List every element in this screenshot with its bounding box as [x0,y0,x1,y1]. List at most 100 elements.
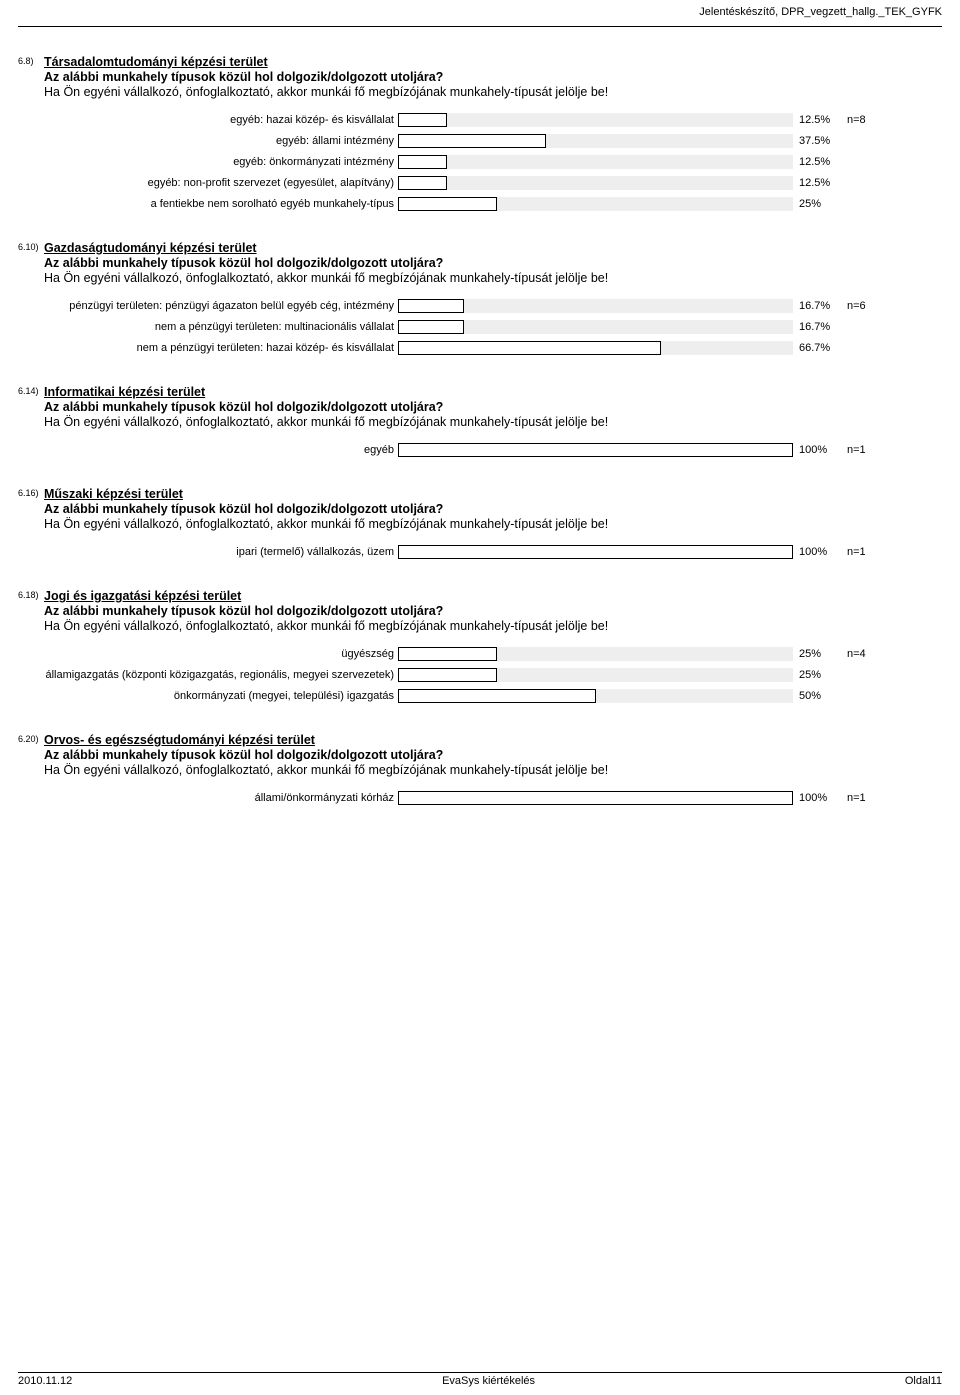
section-body: Társadalomtudományi képzési területAz al… [44,55,942,99]
question-number: 6.10) [18,241,44,285]
page-footer: 2010.11.12 EvaSys kiértékelés Oldal11 [18,1372,942,1387]
bar-row: nem a pénzügyi területen: multinacionáli… [18,318,893,336]
bar-label: egyéb: önkormányzati intézmény [18,156,398,168]
sections-container: 6.8)Társadalomtudományi képzési területA… [18,55,942,807]
header-rule [18,26,942,27]
bars-group: ügyészség 25%n=4 államigazgatás (központi … [18,645,893,705]
bar-fill [398,113,447,127]
bar-track [398,134,793,148]
bar-fill [398,545,793,559]
page-header: Jelentéskészítő, DPR_vegzett_hallg._TEK_… [18,6,942,20]
footer-center: EvaSys kiértékelés [442,1375,535,1387]
bar-track [398,545,793,559]
bar-track [398,668,793,682]
bars-group: pénzügyi területen: pénzügyi ágazaton be… [18,297,893,357]
section-heading-row: 6.14)Informatikai képzési területAz aláb… [18,385,942,429]
question-section: 6.8)Társadalomtudományi képzési területA… [18,55,942,213]
bar-fill [398,197,497,211]
bar-label: nem a pénzügyi területen: multinacionáli… [18,321,398,333]
bar-track [398,155,793,169]
section-subtitle-1: Az alábbi munkahely típusok közül hol do… [44,256,942,270]
section-subtitle-1: Az alábbi munkahely típusok közül hol do… [44,502,942,516]
section-subtitle-1: Az alábbi munkahely típusok közül hol do… [44,604,942,618]
question-section: 6.18)Jogi és igazgatási képzési területA… [18,589,942,705]
bar-track [398,647,793,661]
section-heading-row: 6.20)Orvos- és egészségtudományi képzési… [18,733,942,777]
bar-track [398,689,793,703]
bar-label: ügyészség [18,648,398,660]
bar-percent: 37.5% [793,135,843,147]
question-section: 6.16)Műszaki képzési területAz alábbi mu… [18,487,942,561]
bar-fill [398,443,793,457]
section-subtitle-2: Ha Ön egyéni vállalkozó, önfoglalkoztató… [44,517,942,531]
bar-n: n=6 [843,300,888,312]
bar-percent: 12.5% [793,114,843,126]
bar-row: egyéb: állami intézmény 37.5% [18,132,893,150]
section-subtitle-2: Ha Ön egyéni vállalkozó, önfoglalkoztató… [44,85,942,99]
bar-row: önkormányzati (megyei, települési) igazg… [18,687,893,705]
bar-track [398,443,793,457]
bar-percent: 12.5% [793,156,843,168]
bar-fill [398,155,447,169]
bar-track [398,341,793,355]
section-subtitle-2: Ha Ön egyéni vállalkozó, önfoglalkoztató… [44,763,942,777]
section-title: Jogi és igazgatási képzési terület [44,589,942,603]
section-title: Informatikai képzési terület [44,385,942,399]
bar-percent: 25% [793,669,843,681]
bar-track [398,176,793,190]
footer-page: Oldal11 [905,1375,942,1387]
section-title: Gazdaságtudományi képzési terület [44,241,942,255]
bar-percent: 66.7% [793,342,843,354]
section-body: Műszaki képzési területAz alábbi munkahe… [44,487,942,531]
bar-row: egyéb: önkormányzati intézmény 12.5% [18,153,893,171]
bar-track [398,197,793,211]
footer-date: 2010.11.12 [18,1375,72,1387]
question-number: 6.8) [18,55,44,99]
bar-percent: 12.5% [793,177,843,189]
bars-group: egyéb: hazai közép- és kisvállalat12.5%n… [18,111,893,213]
bar-fill [398,320,464,334]
section-subtitle-1: Az alábbi munkahely típusok közül hol do… [44,400,942,414]
bar-row: egyéb: non-profit szervezet (egyesület, … [18,174,893,192]
section-heading-row: 6.8)Társadalomtudományi képzési területA… [18,55,942,99]
section-heading-row: 6.16)Műszaki képzési területAz alábbi mu… [18,487,942,531]
bar-label: állami/önkormányzati kórház [18,792,398,804]
bar-row: államigazgatás (központi közigazgatás, r… [18,666,893,684]
bar-n: n=4 [843,648,888,660]
bar-track [398,113,793,127]
section-subtitle-1: Az alábbi munkahely típusok közül hol do… [44,748,942,762]
bar-row: nem a pénzügyi területen: hazai közép- é… [18,339,893,357]
bar-row: állami/önkormányzati kórház100%n=1 [18,789,893,807]
bar-percent: 100% [793,444,843,456]
question-number: 6.16) [18,487,44,531]
bar-row: ipari (termelő) vállalkozás, üzem100%n=1 [18,543,893,561]
bar-label: önkormányzati (megyei, települési) igazg… [18,690,398,702]
bar-label: egyéb: állami intézmény [18,135,398,147]
bar-label: egyéb: hazai közép- és kisvállalat [18,114,398,126]
section-subtitle-2: Ha Ön egyéni vállalkozó, önfoglalkoztató… [44,415,942,429]
section-body: Informatikai képzési területAz alábbi mu… [44,385,942,429]
bar-track [398,299,793,313]
question-number: 6.14) [18,385,44,429]
bar-n: n=1 [843,792,888,804]
question-section: 6.14)Informatikai képzési területAz aláb… [18,385,942,459]
bar-percent: 25% [793,648,843,660]
bar-fill [398,299,464,313]
section-body: Gazdaságtudományi képzési területAz aláb… [44,241,942,285]
bar-label: pénzügyi területen: pénzügyi ágazaton be… [18,300,398,312]
bar-n: n=8 [843,114,888,126]
bar-percent: 16.7% [793,321,843,333]
section-subtitle-1: Az alábbi munkahely típusok közül hol do… [44,70,942,84]
bar-fill [398,341,661,355]
bar-label: egyéb: non-profit szervezet (egyesület, … [18,177,398,189]
question-section: 6.10)Gazdaságtudományi képzési területAz… [18,241,942,357]
bars-group: egyéb100%n=1 [18,441,893,459]
bar-label: egyéb [18,444,398,456]
bar-row: ügyészség 25%n=4 [18,645,893,663]
bar-fill [398,134,546,148]
section-title: Orvos- és egészségtudományi képzési terü… [44,733,942,747]
bar-percent: 50% [793,690,843,702]
bars-group: állami/önkormányzati kórház100%n=1 [18,789,893,807]
section-subtitle-2: Ha Ön egyéni vállalkozó, önfoglalkoztató… [44,619,942,633]
section-body: Orvos- és egészségtudományi képzési terü… [44,733,942,777]
